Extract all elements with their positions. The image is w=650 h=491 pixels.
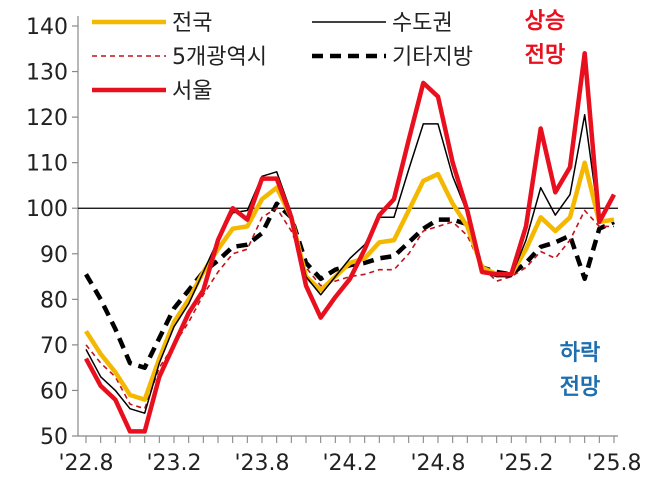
y-tick-label: 120 <box>26 106 68 131</box>
y-tick-label: 100 <box>26 197 68 222</box>
x-tick-label: '25.2 <box>498 451 553 476</box>
x-tick-label: '25.8 <box>586 451 641 476</box>
x-tick-label: '24.8 <box>410 451 465 476</box>
legend-label-수도권: 수도권 <box>392 11 453 36</box>
x-tick-label: '23.2 <box>146 451 201 476</box>
annotation-top-right-line-1: 전망 <box>525 43 565 68</box>
y-tick-label: 60 <box>40 379 68 404</box>
annotation-bottom-right-line-0: 하락 <box>560 341 600 366</box>
series-line-5개광역시 <box>85 207 614 410</box>
y-tick-label: 110 <box>26 152 68 177</box>
legend-label-전국: 전국 <box>172 11 212 36</box>
y-tick-label: 50 <box>40 425 68 450</box>
y-tick-label: 90 <box>40 243 68 268</box>
series-line-전국 <box>84 160 615 402</box>
series-lines <box>84 51 616 434</box>
series-line-서울 <box>84 51 616 434</box>
annotation-bottom-right-line-1: 전망 <box>560 375 600 400</box>
legend-label-5개광역시: 5개광역시 <box>172 45 267 70</box>
annotation-top-right-line-0: 상승 <box>525 9 565 34</box>
y-tick-label: 70 <box>40 334 68 359</box>
y-tick-label: 130 <box>26 61 68 86</box>
y-tick-label: 140 <box>26 15 68 40</box>
legend-label-서울: 서울 <box>172 79 212 104</box>
x-tick-label: '24.2 <box>322 451 377 476</box>
x-tick-label: '22.8 <box>58 451 113 476</box>
x-tick-label: '23.8 <box>234 451 289 476</box>
legend-label-기타지방: 기타지방 <box>392 45 473 70</box>
series-line-수도권 <box>85 114 615 414</box>
axes: 50 60 70 80 90 100 110 120 130 140 '22.8 '23.2 '23.8… <box>26 15 642 476</box>
y-tick-label: 80 <box>40 288 68 313</box>
